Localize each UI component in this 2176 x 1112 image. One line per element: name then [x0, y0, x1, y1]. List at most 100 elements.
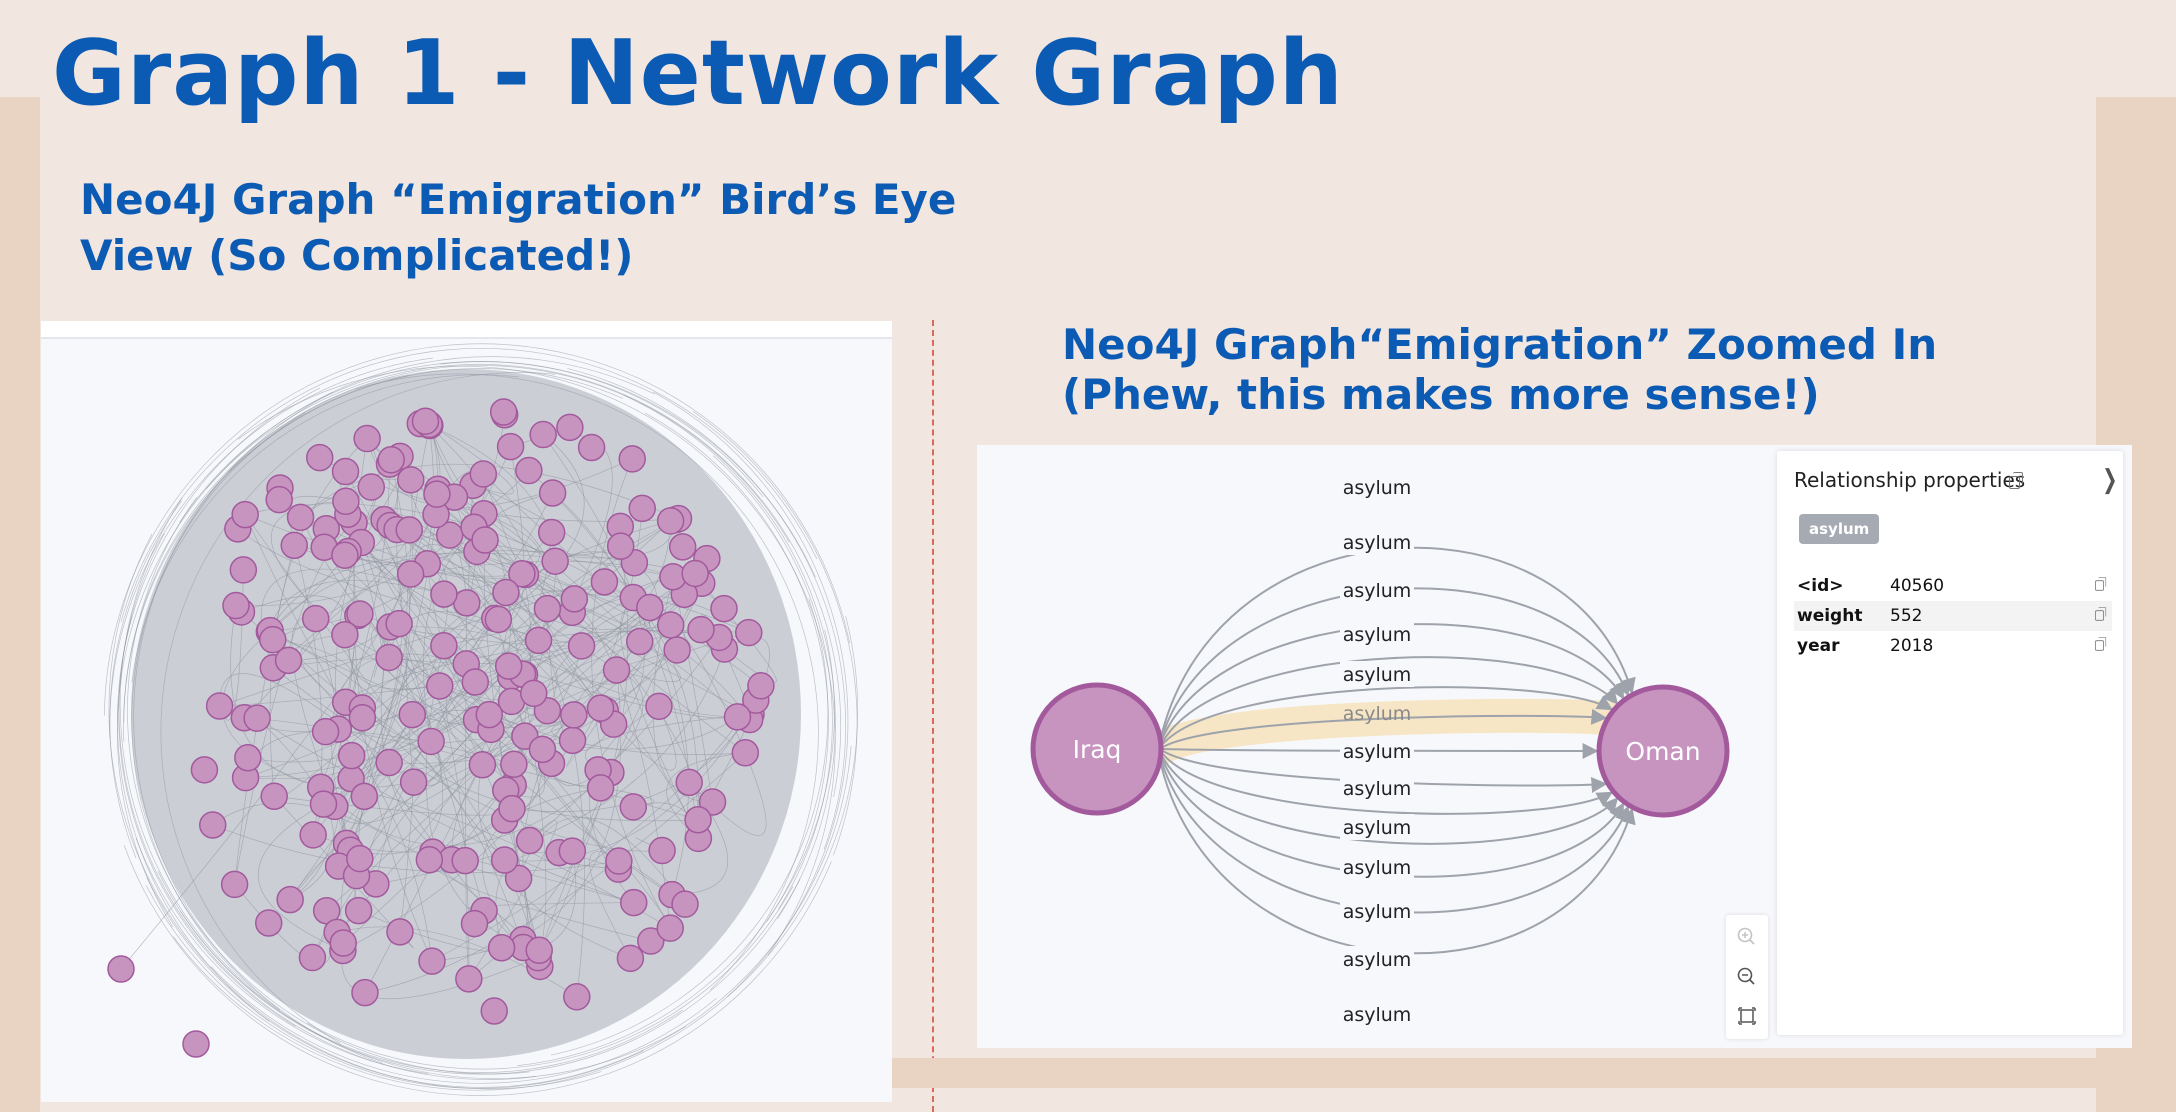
network-node[interactable] [671, 890, 699, 918]
network-node[interactable] [231, 500, 259, 529]
network-node[interactable] [515, 456, 543, 485]
network-node[interactable] [525, 936, 553, 965]
network-node[interactable] [280, 531, 308, 560]
network-node[interactable] [492, 578, 520, 607]
network-node[interactable] [687, 615, 715, 644]
edge-asylum[interactable] [1161, 756, 1619, 845]
network-node[interactable] [537, 518, 566, 547]
network-node[interactable] [556, 413, 584, 442]
network-node[interactable] [331, 457, 360, 486]
network-node[interactable] [430, 631, 458, 660]
network-node[interactable] [558, 726, 587, 755]
network-node[interactable] [471, 526, 499, 554]
network-node[interactable] [351, 978, 379, 1007]
network-node[interactable] [274, 646, 303, 675]
network-node[interactable] [346, 844, 374, 873]
network-node[interactable] [455, 965, 483, 993]
network-node[interactable] [560, 701, 588, 729]
network-node[interactable] [398, 700, 427, 729]
network-node[interactable] [731, 739, 760, 767]
network-node[interactable] [529, 420, 557, 449]
network-node[interactable] [426, 672, 454, 700]
copy-icon[interactable] [2095, 577, 2107, 591]
network-node[interactable] [508, 559, 536, 588]
edge-label[interactable]: asylum [1343, 664, 1412, 686]
network-node[interactable] [430, 580, 458, 608]
zoom-in-button[interactable] [1726, 917, 1768, 957]
network-node[interactable] [375, 643, 403, 672]
network-node[interactable] [254, 909, 283, 937]
network-node[interactable] [332, 487, 360, 516]
network-node[interactable] [494, 652, 523, 680]
network-node[interactable] [524, 626, 553, 655]
network-node[interactable] [301, 604, 330, 633]
edge-asylum[interactable] [1162, 686, 1614, 745]
network-node[interactable] [560, 585, 589, 613]
network-node[interactable] [259, 625, 287, 654]
network-node[interactable] [515, 826, 544, 855]
network-node[interactable] [663, 636, 691, 664]
network-node[interactable] [533, 594, 562, 623]
network-node[interactable] [260, 782, 288, 810]
network-node[interactable] [538, 479, 567, 507]
network-node[interactable] [528, 735, 557, 764]
copy-icon[interactable] [2095, 607, 2107, 621]
network-node[interactable] [668, 533, 697, 561]
chevron-right-icon[interactable]: ❯ [2102, 465, 2118, 495]
network-node[interactable] [329, 929, 358, 957]
network-node[interactable] [348, 704, 377, 732]
zoom-out-button[interactable] [1726, 957, 1768, 997]
network-node[interactable] [723, 703, 752, 731]
network-node[interactable] [344, 896, 373, 925]
network-node[interactable] [353, 424, 381, 453]
network-node[interactable] [377, 446, 405, 474]
copy-icon[interactable] [2095, 637, 2107, 651]
edge-asylum[interactable] [1162, 708, 1608, 748]
network-node[interactable] [475, 700, 504, 729]
network-node[interactable] [451, 846, 479, 875]
network-node[interactable] [519, 679, 548, 708]
network-node[interactable] [500, 750, 528, 779]
network-node[interactable] [286, 503, 315, 532]
edge-label[interactable]: asylum [1343, 1004, 1412, 1026]
network-node[interactable] [397, 466, 425, 494]
network-node[interactable] [107, 955, 135, 983]
network-node[interactable] [558, 837, 587, 865]
network-node[interactable] [484, 605, 513, 634]
network-node[interactable] [350, 782, 379, 811]
network-node[interactable] [656, 611, 685, 639]
network-node[interactable] [620, 888, 648, 917]
network-node[interactable] [415, 846, 444, 874]
network-node[interactable] [198, 811, 227, 839]
network-node[interactable] [399, 768, 428, 796]
edge-label[interactable]: asylum [1343, 741, 1412, 763]
network-node[interactable] [395, 516, 424, 544]
network-node[interactable] [681, 559, 709, 588]
network-node[interactable] [265, 485, 293, 514]
network-node[interactable] [298, 943, 327, 972]
network-node[interactable] [616, 944, 645, 973]
network-node[interactable] [385, 609, 413, 638]
network-node[interactable] [602, 656, 631, 684]
network-node[interactable] [504, 864, 533, 893]
network-node[interactable] [417, 727, 445, 756]
network-node[interactable] [396, 560, 425, 588]
network-node[interactable] [625, 627, 654, 656]
network-node[interactable] [234, 743, 262, 772]
network-node[interactable] [489, 398, 518, 426]
edge-label[interactable]: asylum [1343, 624, 1412, 646]
network-node[interactable] [684, 806, 712, 834]
edge-label[interactable]: asylum [1343, 580, 1412, 602]
network-node[interactable] [468, 751, 497, 779]
node-oman[interactable]: Oman [1596, 684, 1730, 818]
network-node[interactable] [628, 494, 656, 523]
network-node[interactable] [698, 788, 727, 816]
network-node[interactable] [469, 460, 498, 488]
network-node[interactable] [220, 870, 249, 899]
network-node[interactable] [461, 668, 490, 696]
network-node[interactable] [418, 947, 446, 975]
zoomed-graph[interactable]: asylum asylum asylum asylum asylum asylum asyl… [977, 445, 1777, 1048]
edge-label[interactable]: asylum [1343, 817, 1412, 839]
network-node[interactable] [309, 790, 338, 818]
network-node[interactable] [337, 741, 366, 770]
